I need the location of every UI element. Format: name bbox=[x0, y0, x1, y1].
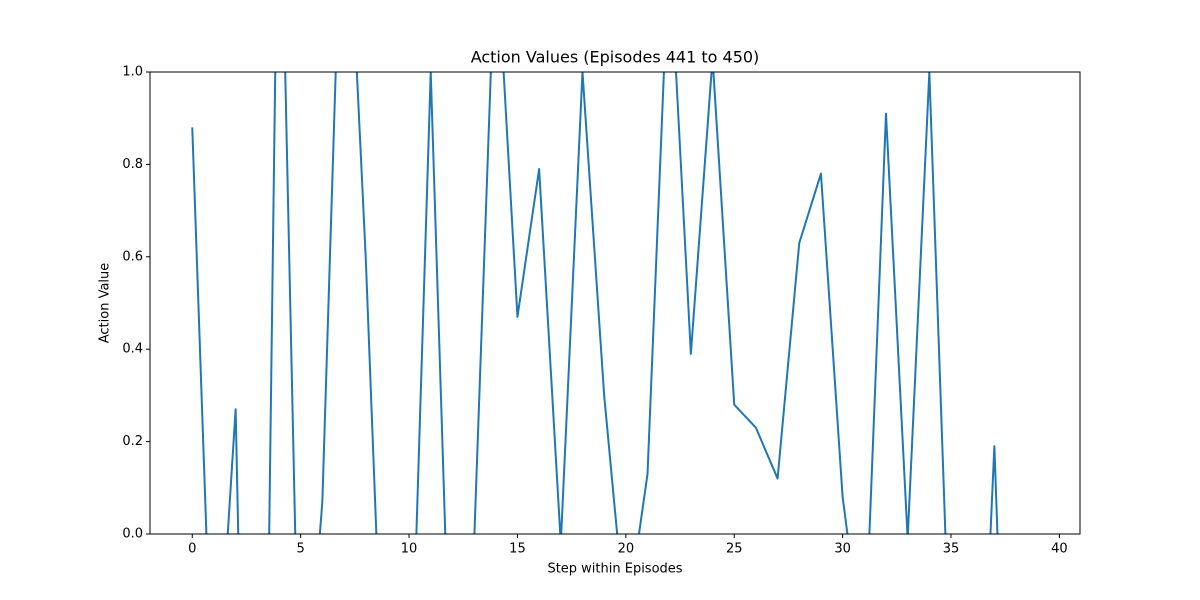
x-tick-label: 40 bbox=[1051, 542, 1068, 557]
x-tick-label: 30 bbox=[834, 542, 851, 557]
x-tick-label: 35 bbox=[943, 542, 960, 557]
x-tick-label: 0 bbox=[188, 542, 196, 557]
plot-frame bbox=[149, 71, 1081, 535]
y-tick-label: 0.0 bbox=[122, 527, 143, 542]
x-tick-label: 5 bbox=[297, 542, 305, 557]
x-tick-label: 25 bbox=[726, 542, 743, 557]
x-tick-label: 20 bbox=[618, 542, 635, 557]
y-axis-label: Action Value bbox=[98, 263, 113, 344]
y-tick-label: 0.8 bbox=[122, 157, 143, 172]
x-axis-label: Step within Episodes bbox=[547, 562, 682, 577]
y-tick-label: 0.2 bbox=[122, 434, 143, 449]
y-tick-label: 0.4 bbox=[122, 342, 143, 357]
x-tick-label: 10 bbox=[401, 542, 418, 557]
line-series bbox=[191, 72, 999, 534]
y-tick-label: 0.6 bbox=[122, 249, 143, 264]
plot-area bbox=[191, 72, 999, 534]
chart-title: Action Values (Episodes 441 to 450) bbox=[471, 48, 760, 67]
x-tick-label: 15 bbox=[509, 542, 526, 557]
y-tick-label: 1.0 bbox=[122, 65, 143, 80]
